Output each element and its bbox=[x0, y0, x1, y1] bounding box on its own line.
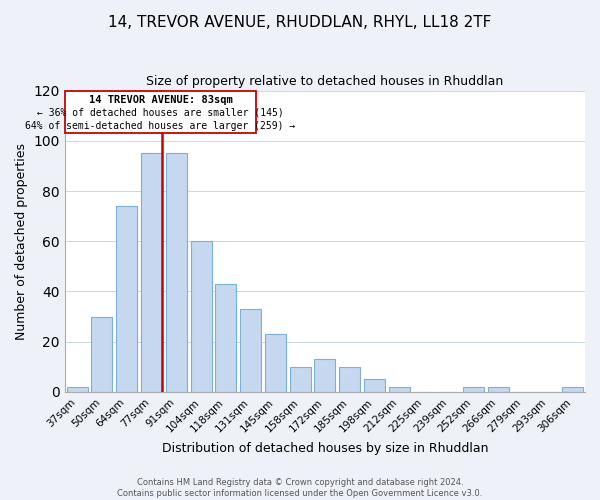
Bar bbox=[463, 387, 484, 392]
X-axis label: Distribution of detached houses by size in Rhuddlan: Distribution of detached houses by size … bbox=[161, 442, 488, 455]
Bar bbox=[141, 154, 162, 392]
Bar bbox=[67, 387, 88, 392]
Bar bbox=[91, 316, 112, 392]
Bar bbox=[265, 334, 286, 392]
Bar bbox=[339, 367, 360, 392]
Y-axis label: Number of detached properties: Number of detached properties bbox=[15, 143, 28, 340]
Bar bbox=[314, 360, 335, 392]
Bar bbox=[389, 387, 410, 392]
FancyBboxPatch shape bbox=[65, 90, 256, 134]
Title: Size of property relative to detached houses in Rhuddlan: Size of property relative to detached ho… bbox=[146, 75, 503, 88]
Bar bbox=[290, 367, 311, 392]
Bar bbox=[215, 284, 236, 392]
Bar bbox=[488, 387, 509, 392]
Bar bbox=[166, 154, 187, 392]
Text: 64% of semi-detached houses are larger (259) →: 64% of semi-detached houses are larger (… bbox=[25, 120, 296, 130]
Text: 14, TREVOR AVENUE, RHUDDLAN, RHYL, LL18 2TF: 14, TREVOR AVENUE, RHUDDLAN, RHYL, LL18 … bbox=[109, 15, 491, 30]
Bar bbox=[240, 309, 261, 392]
Text: Contains HM Land Registry data © Crown copyright and database right 2024.
Contai: Contains HM Land Registry data © Crown c… bbox=[118, 478, 482, 498]
Text: ← 36% of detached houses are smaller (145): ← 36% of detached houses are smaller (14… bbox=[37, 108, 284, 118]
Bar bbox=[562, 387, 583, 392]
Bar bbox=[364, 380, 385, 392]
Bar bbox=[116, 206, 137, 392]
Text: 14 TREVOR AVENUE: 83sqm: 14 TREVOR AVENUE: 83sqm bbox=[89, 95, 232, 105]
Bar bbox=[191, 242, 212, 392]
